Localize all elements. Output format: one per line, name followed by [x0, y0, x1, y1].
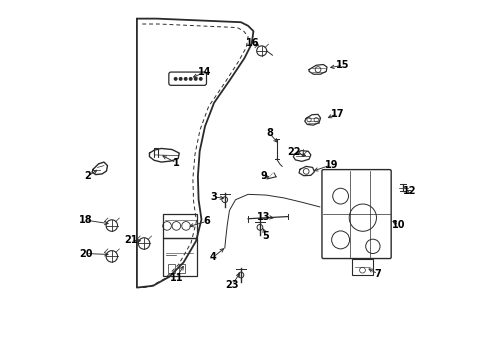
Text: 8: 8 [265, 129, 272, 138]
Text: 19: 19 [324, 160, 337, 170]
Circle shape [189, 78, 192, 80]
Circle shape [179, 78, 182, 80]
Bar [168, 264, 174, 273]
Text: 14: 14 [197, 67, 211, 77]
Text: 15: 15 [336, 60, 349, 70]
Text: 11: 11 [169, 273, 183, 283]
Text: 22: 22 [286, 147, 300, 157]
Circle shape [174, 78, 177, 80]
Circle shape [194, 78, 197, 80]
Text: 12: 12 [402, 186, 415, 197]
Circle shape [199, 78, 202, 80]
Text: 4: 4 [209, 252, 216, 262]
Text: 13: 13 [256, 212, 270, 221]
Text: 6: 6 [203, 216, 210, 226]
Text: 5: 5 [262, 231, 269, 240]
Text: 2: 2 [84, 171, 91, 181]
Bar [163, 214, 196, 238]
Circle shape [184, 78, 186, 80]
Text: 23: 23 [225, 280, 239, 290]
Bar [179, 264, 185, 273]
Text: 20: 20 [79, 248, 93, 258]
Text: 1: 1 [173, 158, 180, 168]
Text: 18: 18 [79, 215, 93, 225]
Bar [351, 259, 372, 275]
Text: 7: 7 [374, 269, 381, 279]
Text: 9: 9 [260, 171, 267, 181]
Bar [163, 238, 196, 276]
Text: 16: 16 [245, 38, 259, 48]
Text: 10: 10 [391, 220, 405, 230]
Text: 17: 17 [330, 109, 344, 119]
Text: 21: 21 [124, 235, 137, 245]
Text: 3: 3 [209, 192, 216, 202]
